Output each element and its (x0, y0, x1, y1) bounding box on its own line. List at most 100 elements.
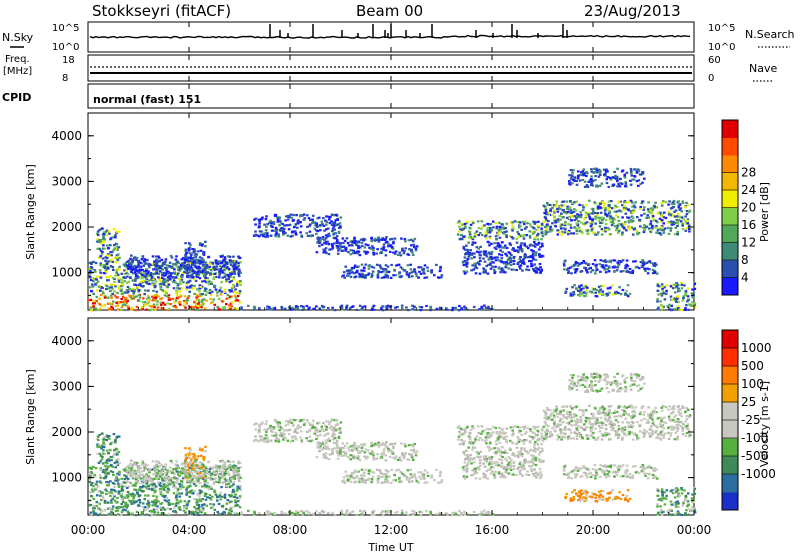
heatmap-cell (120, 497, 124, 500)
heatmap-cell (315, 232, 318, 236)
heatmap-cell (115, 301, 119, 304)
heatmap-cell (131, 473, 134, 476)
heatmap-cell (556, 229, 559, 232)
heatmap-cell (283, 307, 287, 310)
heatmap-cell (631, 211, 635, 214)
heatmap-cell (610, 200, 613, 203)
heatmap-cell (191, 478, 194, 481)
heatmap-cell (141, 473, 144, 476)
heatmap-cell (472, 236, 475, 239)
heatmap-cell (113, 247, 116, 250)
heatmap-cell (598, 225, 602, 228)
heatmap-cell (231, 271, 234, 274)
heatmap-cell (361, 306, 364, 309)
heatmap-cell (531, 250, 535, 253)
heatmap-cell (198, 284, 202, 287)
heatmap-cell (110, 501, 113, 504)
heatmap-cell (628, 292, 632, 295)
heatmap-cell (500, 269, 504, 272)
heatmap-cell (607, 200, 611, 203)
heatmap-cell (585, 174, 588, 178)
heatmap-cell (153, 491, 157, 494)
heatmap-cell (204, 288, 208, 291)
heatmap-cell (381, 237, 385, 240)
heatmap-cell (505, 222, 508, 225)
heatmap-cell (380, 276, 384, 279)
heatmap-cell (160, 502, 164, 505)
heatmap-cell (685, 210, 689, 213)
heatmap-cell (621, 216, 624, 219)
heatmap-cell (229, 480, 232, 483)
heatmap-cell (595, 213, 599, 217)
heatmap-cell (223, 261, 226, 264)
heatmap-cell (157, 272, 160, 276)
heatmap-cell (300, 234, 303, 237)
heatmap-cell (130, 494, 134, 497)
heatmap-cell (587, 263, 591, 266)
heatmap-cell (641, 261, 644, 264)
heatmap-cell (268, 426, 271, 429)
heatmap-cell (590, 228, 594, 231)
heatmap-cell (172, 287, 176, 290)
heatmap-cell (166, 514, 170, 517)
heatmap-cell (325, 215, 328, 218)
heatmap-cell (360, 272, 364, 275)
heatmap-cell (99, 454, 103, 457)
heatmap-cell (669, 227, 673, 230)
heatmap-cell (162, 483, 166, 486)
heatmap-cell (147, 270, 150, 273)
heatmap-cell (411, 240, 415, 243)
heatmap-cell (474, 265, 477, 269)
heatmap-cell (199, 262, 202, 265)
heatmap-cell (199, 454, 203, 457)
heatmap-cell (617, 231, 620, 234)
heatmap-cell (569, 294, 572, 297)
heatmap-cell (89, 261, 93, 264)
heatmap-cell (228, 509, 231, 512)
heatmap-cell (474, 264, 477, 267)
heatmap-cell (230, 506, 234, 509)
heatmap-cell (95, 483, 98, 486)
heatmap-cell (174, 504, 178, 507)
heatmap-cell (203, 476, 207, 479)
heatmap-cell (104, 256, 108, 259)
heatmap-cell (227, 472, 231, 475)
heatmap-cell (197, 298, 201, 301)
heatmap-cell (179, 280, 182, 283)
heatmap-cell (584, 222, 587, 225)
heatmap-cell (548, 203, 552, 207)
heatmap-cell (187, 468, 190, 471)
heatmap-cell (507, 267, 511, 270)
cpid-text: normal (fast) 151 (93, 93, 201, 106)
heatmap-cell (612, 183, 616, 186)
heatmap-cell (537, 226, 540, 229)
heatmap-cell (186, 267, 189, 270)
heatmap-cell (560, 212, 563, 215)
heatmap-cell (486, 240, 490, 243)
heatmap-cell (594, 222, 597, 225)
heatmap-cell (137, 494, 141, 497)
heatmap-cell (693, 303, 696, 307)
heatmap-cell (106, 465, 110, 468)
heatmap-cell (189, 460, 193, 463)
heatmap-cell (239, 476, 242, 479)
heatmap-cell (614, 229, 618, 232)
heatmap-cell (208, 486, 212, 489)
heatmap-cell (390, 237, 394, 240)
heatmap-cell (467, 241, 470, 244)
heatmap-cell (478, 263, 481, 266)
heatmap-cell (633, 175, 637, 178)
heatmap-cell (518, 248, 522, 251)
heatmap-cell (234, 288, 237, 291)
heatmap-cell (166, 469, 169, 472)
heatmap-cell (157, 460, 160, 463)
heatmap-cell (126, 299, 129, 303)
heatmap-cell (147, 494, 150, 497)
heatmap-cell (201, 299, 204, 302)
heatmap-cell (179, 485, 182, 488)
heatmap-cell (520, 242, 523, 245)
heatmap-cell (99, 469, 102, 472)
heatmap-cell (605, 168, 608, 171)
heatmap-cell (216, 499, 219, 502)
